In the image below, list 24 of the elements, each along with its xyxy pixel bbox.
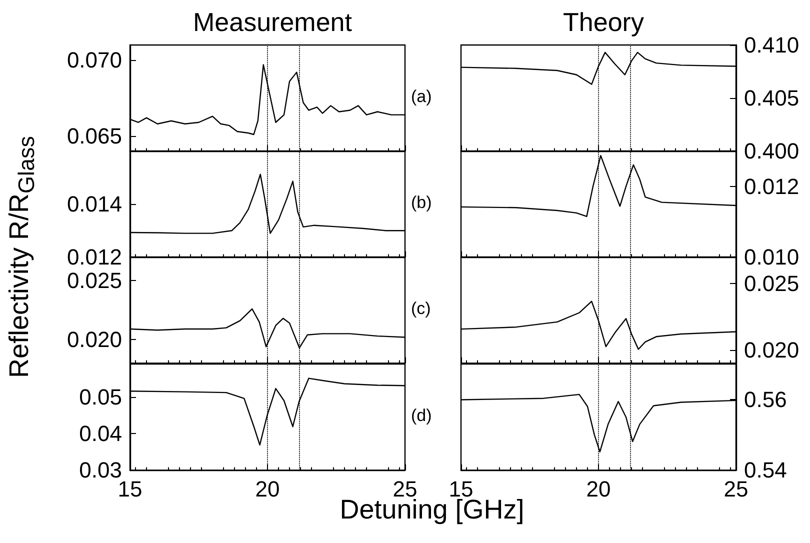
text: (c) (411, 299, 431, 318)
x-tick-label: 20 (586, 476, 611, 502)
text: (b) (411, 193, 432, 212)
text: (a) (411, 87, 432, 106)
y-tick-label: 0.012 (744, 174, 800, 200)
text: (d) (411, 406, 432, 425)
y-tick-label: 0.405 (744, 86, 800, 111)
chart-title: Measurement (193, 7, 353, 37)
y-tick-label: 0.410 (744, 32, 800, 58)
x-tick-label: 20 (255, 476, 280, 502)
y-tick-label: 0.012 (66, 244, 122, 270)
y-tick-label: 0.020 (744, 338, 800, 363)
y-tick-label: 0.56 (744, 386, 787, 412)
y-tick-label: 0.05 (79, 384, 122, 410)
y-tick-label: 0.025 (66, 268, 122, 294)
y-tick-label: 0.400 (744, 138, 800, 164)
y-tick-label: 0.014 (66, 192, 122, 217)
chart-title: Theory (563, 7, 644, 37)
y-tick-label: 0.04 (79, 420, 122, 446)
y-tick-label: 0.025 (744, 271, 800, 296)
y-tick-label: 0.070 (66, 48, 122, 73)
y-tick-label: 0.020 (66, 327, 122, 352)
y-tick-label: 0.010 (744, 244, 800, 270)
y-tick-label: 0.065 (66, 124, 122, 149)
